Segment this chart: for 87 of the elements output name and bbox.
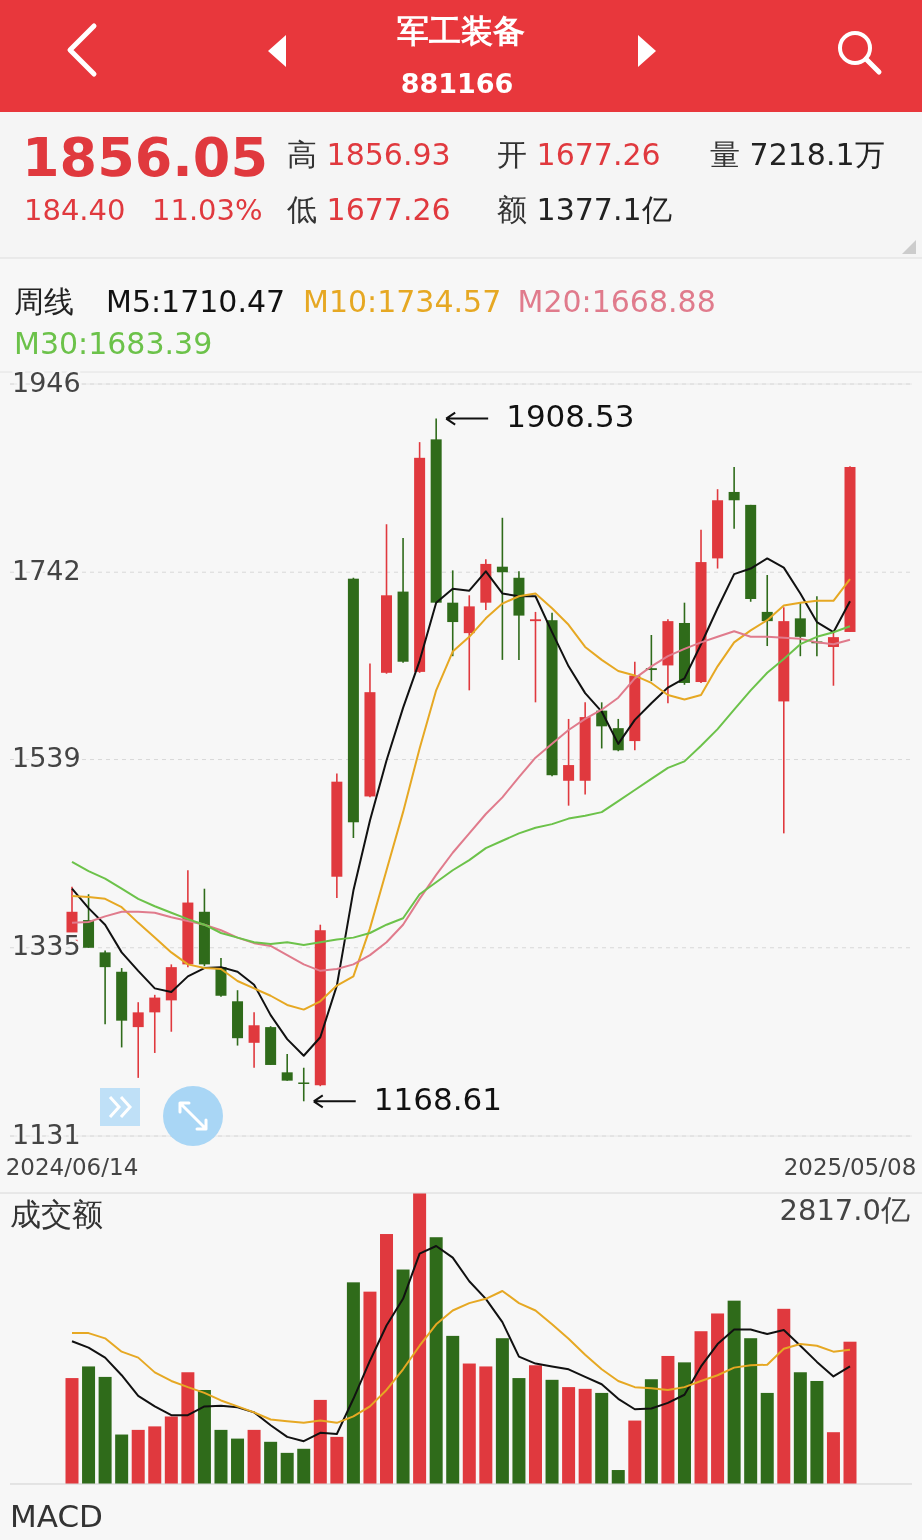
bar	[131, 1429, 145, 1484]
bar	[578, 1388, 592, 1484]
bar	[611, 1470, 625, 1484]
bar	[148, 1426, 162, 1484]
bar	[115, 1434, 129, 1484]
y-tick-label: 1335	[12, 930, 81, 962]
bar	[644, 1379, 658, 1484]
bar	[247, 1429, 261, 1484]
bar	[595, 1392, 609, 1484]
bar	[694, 1331, 708, 1484]
bar	[760, 1392, 774, 1484]
candlestick	[563, 718, 575, 807]
candlestick	[496, 516, 508, 661]
bar	[462, 1363, 476, 1484]
text: 184.40	[24, 193, 126, 227]
bar	[429, 1237, 443, 1484]
y-tick-label: 1539	[12, 742, 81, 774]
bar	[479, 1366, 493, 1484]
bar	[214, 1429, 228, 1484]
candlestick	[728, 466, 740, 530]
candlestick	[248, 1011, 260, 1069]
bar	[363, 1291, 377, 1484]
x-tick-label: 2025/05/08	[783, 1153, 917, 1180]
bar	[777, 1308, 791, 1484]
bar	[826, 1432, 840, 1484]
text: MACD	[10, 1497, 103, 1534]
bar	[65, 1378, 79, 1484]
candlestick	[149, 994, 161, 1054]
y-tick-label: 1946	[12, 366, 81, 398]
bar	[264, 1441, 278, 1485]
bar	[181, 1372, 195, 1484]
bar	[677, 1362, 691, 1484]
bar	[446, 1335, 460, 1484]
bar	[380, 1234, 394, 1484]
y-tick-label: 1131	[12, 1118, 81, 1150]
bar	[661, 1355, 675, 1484]
annotation: 1168.61	[373, 1080, 502, 1117]
bar	[297, 1448, 311, 1484]
bar	[528, 1365, 542, 1484]
bar	[495, 1338, 509, 1484]
text: M10:1734.57	[303, 283, 502, 319]
bar	[562, 1387, 576, 1484]
text: M30:1683.39	[14, 325, 213, 361]
bar	[793, 1372, 807, 1484]
bar	[164, 1416, 178, 1484]
bar	[231, 1438, 245, 1484]
bar	[197, 1390, 211, 1484]
candlestick	[298, 1066, 310, 1103]
candlestick	[99, 949, 111, 1026]
annotation: 1908.53	[506, 398, 635, 435]
bar	[98, 1376, 112, 1484]
bar	[628, 1420, 642, 1484]
text: 军工装备	[397, 12, 525, 50]
bar	[330, 1436, 344, 1484]
x-tick-label: 2024/06/14	[5, 1153, 139, 1180]
text: 量 7218.1万	[710, 137, 885, 172]
legend-title: 周线	[14, 283, 74, 319]
text: 11.03%	[152, 193, 263, 227]
candlestick	[281, 1053, 293, 1082]
bar	[512, 1378, 526, 1484]
text: 开 1677.26	[497, 137, 661, 172]
candlestick	[132, 1001, 144, 1079]
text: 低 1677.26	[287, 192, 451, 227]
text: M20:1668.88	[517, 283, 716, 319]
bar	[810, 1380, 824, 1484]
bar	[413, 1193, 427, 1484]
annotation: 2817.0亿	[779, 1193, 910, 1227]
bar	[396, 1269, 410, 1484]
bar	[82, 1366, 96, 1484]
bar	[711, 1313, 725, 1484]
chart-title: 成交额	[10, 1195, 103, 1232]
y-tick-label: 1742	[12, 554, 81, 586]
bar	[744, 1338, 758, 1484]
bar	[313, 1399, 327, 1484]
candlestick	[529, 611, 541, 704]
text: 高 1856.93	[287, 137, 451, 172]
bar	[545, 1379, 559, 1484]
bar	[346, 1282, 360, 1484]
text: 881166	[400, 68, 514, 99]
text: M5:1710.47	[106, 283, 286, 319]
bar	[843, 1341, 857, 1484]
text: 1856.05	[22, 126, 268, 189]
text: 额 1377.1亿	[497, 192, 672, 227]
candlestick	[794, 601, 806, 657]
candlestick	[447, 569, 459, 657]
bar	[727, 1300, 741, 1484]
bar	[280, 1452, 294, 1484]
